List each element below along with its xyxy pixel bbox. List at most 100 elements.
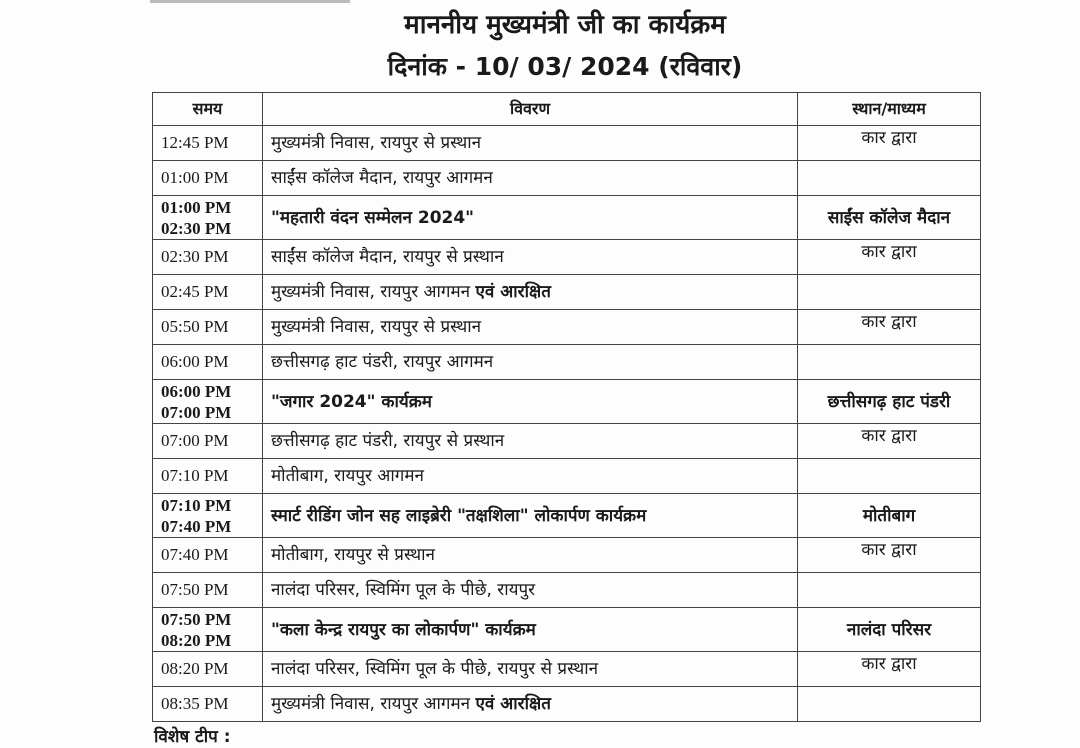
time-cell: 07:10 PM 07:40 PM xyxy=(152,493,263,538)
time-cell: 02:30 PM xyxy=(152,239,263,275)
time-cell: 07:00 PM xyxy=(152,423,263,459)
scan-edge-line xyxy=(150,0,350,3)
time-cell: 05:50 PM xyxy=(152,309,263,345)
row-time: 07:10 PM xyxy=(161,495,232,515)
row-description: मुख्यमंत्री निवास, रायपुर आगमन xyxy=(271,282,476,302)
row-description-emphasis: एवं आरक्षित xyxy=(475,694,551,714)
location-cell xyxy=(797,344,981,380)
table-row: 08:20 PM नालंदा परिसर, स्विमिंग पूल के पी… xyxy=(152,651,981,687)
description-cell: स्मार्ट रीडिंग जोन सह लाइब्रेरी "तक्षशिल… xyxy=(262,493,798,538)
row-time: 05:50 PM xyxy=(161,317,229,336)
row-time: 02:45 PM xyxy=(161,282,229,301)
description-cell: साईंस कॉलेज मैदान, रायपुर आगमन xyxy=(262,160,798,196)
table-row: 07:40 PM मोतीबाग, रायपुर से प्रस्थान कार द… xyxy=(152,537,981,573)
location-cell xyxy=(797,686,981,722)
row-end-time: 07:40 PM xyxy=(161,516,232,536)
row-description: "महतारी वंदन सम्मेलन 2024" xyxy=(271,207,475,228)
time-cell: 08:20 PM xyxy=(152,651,263,687)
location-cell: कार द्वारा xyxy=(797,239,981,275)
row-description: मुख्यमंत्री निवास, रायपुर आगमन xyxy=(271,694,476,714)
time-cell: 07:50 PM 08:20 PM xyxy=(152,607,263,652)
row-description: छत्तीसगढ़ हाट पंडरी, रायपुर आगमन xyxy=(271,352,494,372)
row-location: कार द्वारा xyxy=(861,128,917,148)
special-note-label: विशेष टीप : xyxy=(154,727,231,747)
description-cell: मोतीबाग, रायपुर आगमन xyxy=(262,458,798,494)
column-header-details: विवरण xyxy=(262,92,798,126)
description-cell: साईंस कॉलेज मैदान, रायपुर से प्रस्थान xyxy=(262,239,798,275)
time-cell: 08:35 PM xyxy=(152,686,263,722)
row-description: मोतीबाग, रायपुर से प्रस्थान xyxy=(271,545,435,565)
location-cell: मोतीबाग xyxy=(797,493,981,538)
row-description: "कला केन्द्र रायपुर का लोकार्पण" कार्यक्… xyxy=(271,619,536,640)
time-cell: 01:00 PM xyxy=(152,160,263,196)
description-cell: मोतीबाग, रायपुर से प्रस्थान xyxy=(262,537,798,573)
table-row: 06:00 PM छत्तीसगढ़ हाट पंडरी, रायपुर आगमन xyxy=(152,344,981,380)
time-cell: 06:00 PM xyxy=(152,344,263,380)
row-location: कार द्वारा xyxy=(861,426,917,446)
column-header-time: समय xyxy=(152,92,263,126)
row-description: "जगार 2024" कार्यक्रम xyxy=(271,391,432,412)
location-cell xyxy=(797,458,981,494)
description-cell: मुख्यमंत्री निवास, रायपुर आगमन एवं आरक्ष… xyxy=(262,274,798,310)
location-cell: कार द्वारा xyxy=(797,651,981,687)
row-time: 06:00 PM xyxy=(161,381,232,401)
description-cell: मुख्यमंत्री निवास, रायपुर आगमन एवं आरक्ष… xyxy=(262,686,798,722)
table-row: 05:50 PM मुख्यमंत्री निवास, रायपुर से प्र… xyxy=(152,309,981,345)
table-row: 01:00 PM साईंस कॉलेज मैदान, रायपुर आगमन xyxy=(152,160,981,196)
row-time: 08:35 PM xyxy=(161,694,229,713)
row-time: 06:00 PM xyxy=(161,352,229,371)
description-cell: नालंदा परिसर, स्विमिंग पूल के पीछे, रायप… xyxy=(262,572,798,608)
table-row: 07:50 PM नालंदा परिसर, स्विमिंग पूल के पी… xyxy=(152,572,981,608)
row-description: मुख्यमंत्री निवास, रायपुर से प्रस्थान xyxy=(271,317,482,337)
location-cell xyxy=(797,572,981,608)
table-row: 07:10 PM मोतीबाग, रायपुर आगमन xyxy=(152,458,981,494)
time-cell: 07:40 PM xyxy=(152,537,263,573)
table-row: 06:00 PM 07:00 PM "जगार 2024" कार्यक्रम छत्… xyxy=(152,379,981,424)
table-row: 07:50 PM 08:20 PM "कला केन्द्र रायपुर का ल… xyxy=(152,607,981,652)
location-cell xyxy=(797,160,981,196)
row-description-emphasis: एवं आरक्षित xyxy=(475,282,551,302)
row-time: 02:30 PM xyxy=(161,247,229,266)
description-cell: मुख्यमंत्री निवास, रायपुर से प्रस्थान xyxy=(262,125,798,161)
table-header-row: समय विवरण स्थान/माध्यम xyxy=(152,92,981,126)
description-cell: छत्तीसगढ़ हाट पंडरी, रायपुर आगमन xyxy=(262,344,798,380)
row-location: नालंदा परिसर xyxy=(846,619,932,640)
row-location: मोतीबाग xyxy=(862,505,916,526)
description-cell: "जगार 2024" कार्यक्रम xyxy=(262,379,798,424)
table-row: 02:30 PM साईंस कॉलेज मैदान, रायपुर से प्र… xyxy=(152,239,981,275)
row-description: साईंस कॉलेज मैदान, रायपुर से प्रस्थान xyxy=(271,247,504,267)
description-cell: नालंदा परिसर, स्विमिंग पूल के पीछे, रायप… xyxy=(262,651,798,687)
page-title: माननीय मुख्यमंत्री जी का कार्यक्रम xyxy=(404,10,726,40)
location-cell: कार द्वारा xyxy=(797,423,981,459)
description-cell: "महतारी वंदन सम्मेलन 2024" xyxy=(262,195,798,240)
table-row: 01:00 PM 02:30 PM "महतारी वंदन सम्मेलन 202… xyxy=(152,195,981,240)
location-cell: नालंदा परिसर xyxy=(797,607,981,652)
row-time: 12:45 PM xyxy=(161,133,229,152)
description-cell: मुख्यमंत्री निवास, रायपुर से प्रस्थान xyxy=(262,309,798,345)
row-description: नालंदा परिसर, स्विमिंग पूल के पीछे, रायप… xyxy=(271,580,536,600)
location-cell: कार द्वारा xyxy=(797,309,981,345)
table-row: 07:10 PM 07:40 PM स्मार्ट रीडिंग जोन सह ला… xyxy=(152,493,981,538)
table-row: 12:45 PM मुख्यमंत्री निवास, रायपुर से प्र… xyxy=(152,125,981,161)
row-description: साईंस कॉलेज मैदान, रायपुर आगमन xyxy=(271,168,493,188)
schedule-table: समय विवरण स्थान/माध्यम 12:45 PM मुख्यमंत्… xyxy=(152,92,981,722)
row-time: 01:00 PM xyxy=(161,168,229,187)
location-cell: कार द्वारा xyxy=(797,125,981,161)
row-description: मोतीबाग, रायपुर आगमन xyxy=(271,466,424,486)
column-header-location: स्थान/माध्यम xyxy=(797,92,981,126)
row-time: 07:50 PM xyxy=(161,609,232,629)
row-location: कार द्वारा xyxy=(861,540,917,560)
location-cell: छत्तीसगढ़ हाट पंडरी xyxy=(797,379,981,424)
location-cell: कार द्वारा xyxy=(797,537,981,573)
table-row: 08:35 PM मुख्यमंत्री निवास, रायपुर आगमन ए… xyxy=(152,686,981,722)
time-cell: 12:45 PM xyxy=(152,125,263,161)
row-description: मुख्यमंत्री निवास, रायपुर से प्रस्थान xyxy=(271,133,482,153)
row-location: कार द्वारा xyxy=(861,312,917,332)
time-cell: 06:00 PM 07:00 PM xyxy=(152,379,263,424)
row-description: नालंदा परिसर, स्विमिंग पूल के पीछे, रायप… xyxy=(271,659,599,679)
time-cell: 07:50 PM xyxy=(152,572,263,608)
row-time: 07:00 PM xyxy=(161,431,229,450)
date-line: दिनांक - 10/ 03/ 2024 (रविवार) xyxy=(387,52,743,81)
row-time: 07:40 PM xyxy=(161,545,229,564)
